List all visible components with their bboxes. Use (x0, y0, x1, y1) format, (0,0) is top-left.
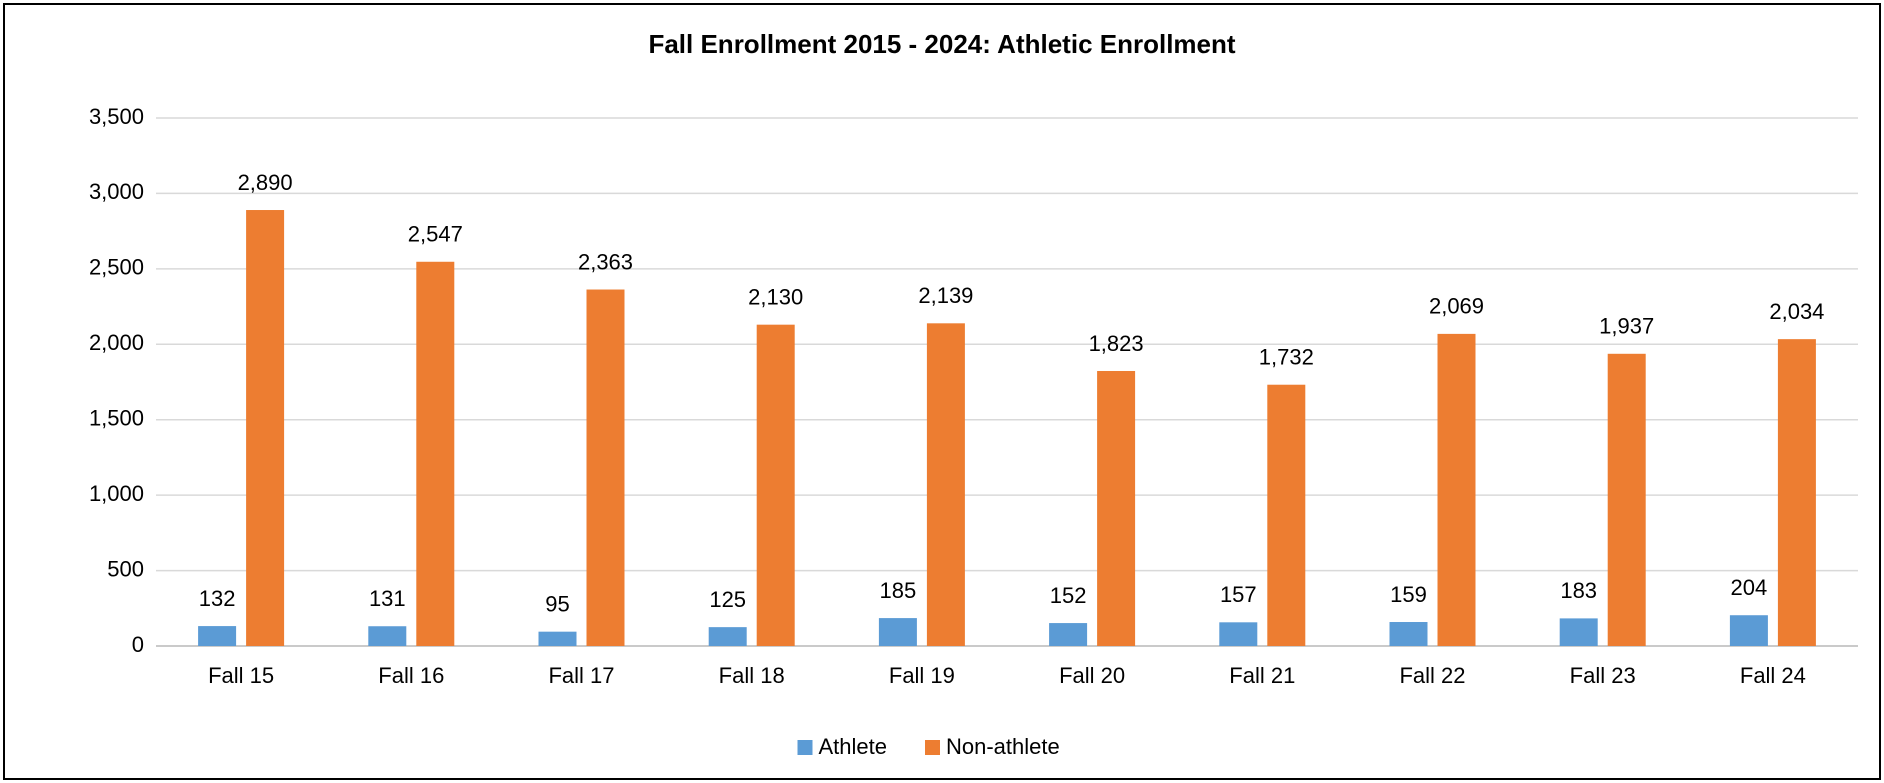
chart-title: Fall Enrollment 2015 - 2024: Athletic En… (648, 29, 1235, 59)
data-label: 2,130 (748, 284, 803, 309)
y-tick-label: 1,500 (89, 406, 144, 431)
x-tick-label: Fall 15 (208, 663, 274, 688)
data-label: 2,890 (238, 170, 293, 195)
data-label: 125 (709, 587, 746, 612)
y-tick-label: 3,000 (89, 179, 144, 204)
legend-swatch (925, 740, 940, 755)
x-tick-label: Fall 23 (1570, 663, 1636, 688)
y-tick-label: 1,000 (89, 481, 144, 506)
bar (1097, 370, 1136, 646)
data-label: 2,139 (918, 283, 973, 308)
x-tick-label: Fall 16 (378, 663, 444, 688)
data-label: 2,069 (1429, 294, 1484, 319)
y-tick-label: 2,500 (89, 255, 144, 280)
bar (198, 626, 237, 646)
data-label: 95 (545, 591, 569, 616)
bar (926, 323, 965, 646)
data-label: 131 (369, 586, 406, 611)
bar (246, 210, 285, 646)
data-label: 152 (1050, 583, 1087, 608)
x-tick-label: Fall 20 (1059, 663, 1125, 688)
bar (1267, 384, 1306, 646)
bar (1389, 622, 1428, 646)
bar (368, 626, 407, 646)
bar (1559, 618, 1598, 646)
x-tick-label: Fall 18 (719, 663, 785, 688)
bar (416, 261, 455, 646)
bar (708, 627, 747, 646)
data-label: 157 (1220, 582, 1257, 607)
y-tick-label: 500 (107, 556, 144, 581)
data-label: 2,363 (578, 249, 633, 274)
data-label: 2,547 (408, 222, 463, 247)
bar (1777, 339, 1816, 646)
data-label: 1,937 (1599, 314, 1654, 339)
x-tick-label: Fall 21 (1229, 663, 1295, 688)
data-label: 159 (1390, 582, 1427, 607)
legend-swatch (797, 740, 813, 755)
x-tick-label: Fall 19 (889, 663, 955, 688)
y-tick-label: 2,000 (89, 330, 144, 355)
bar (1219, 622, 1258, 646)
bar (538, 631, 577, 646)
bar (1437, 333, 1476, 646)
data-label: 1,732 (1259, 345, 1314, 370)
y-tick-label: 0 (132, 632, 144, 657)
data-label: 204 (1731, 575, 1768, 600)
x-tick-label: Fall 24 (1740, 663, 1806, 688)
data-label: 132 (199, 586, 236, 611)
data-label: 185 (880, 578, 917, 603)
y-tick-label: 3,500 (89, 104, 144, 129)
data-label: 1,823 (1089, 331, 1144, 356)
bar (1607, 353, 1646, 646)
data-label: 183 (1560, 578, 1597, 603)
legend-label: Athlete (819, 734, 888, 759)
x-tick-label: Fall 22 (1399, 663, 1465, 688)
bar (1049, 623, 1088, 646)
bar (878, 618, 917, 646)
data-label: 2,034 (1769, 299, 1824, 324)
bar (586, 289, 625, 646)
x-tick-label: Fall 17 (548, 663, 614, 688)
bar (1729, 615, 1768, 646)
legend-label: Non-athlete (946, 734, 1060, 759)
bar (756, 324, 795, 646)
